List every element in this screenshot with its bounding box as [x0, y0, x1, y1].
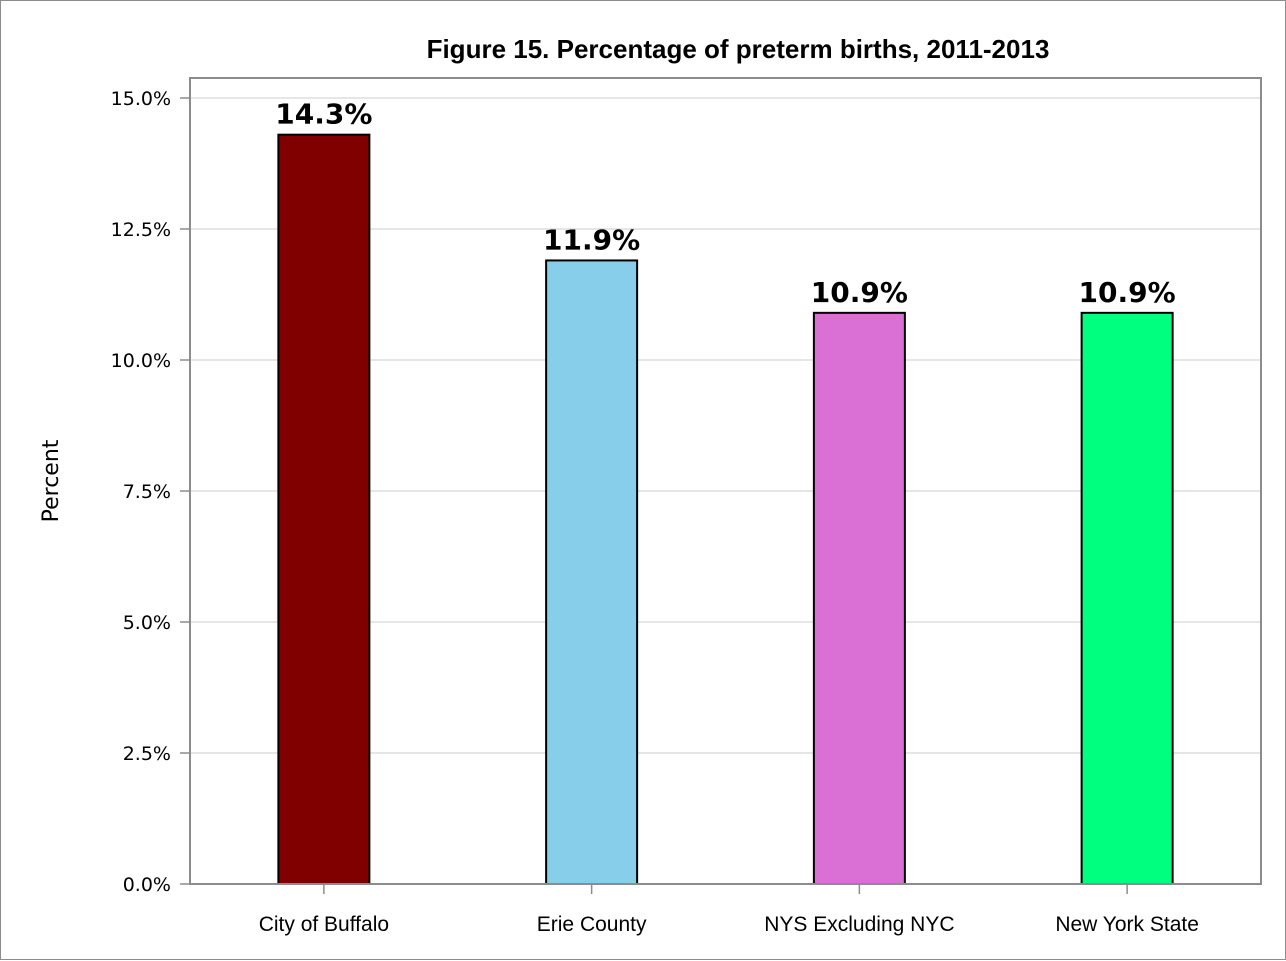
- chart-title: Figure 15. Percentage of preterm births,…: [427, 34, 1050, 64]
- bar-1: [277, 133, 371, 885]
- bar-2: [545, 259, 639, 885]
- plot-area-border: [189, 77, 1262, 885]
- data-label: 10.9%: [811, 276, 908, 309]
- y-tick-label: 10.0%: [111, 350, 171, 372]
- data-labels: 14.3% 11.9% 10.9% 10.9%: [275, 98, 1175, 309]
- y-axis-ticks: 0.0% 2.5% 5.0% 7.5% 10.0% 12.5% 15.0%: [111, 88, 190, 896]
- y-tick-label: 12.5%: [111, 219, 171, 241]
- y-tick-label: 15.0%: [111, 88, 171, 110]
- x-tick-label: Erie County: [537, 913, 647, 936]
- y-tick-label: 5.0%: [123, 612, 171, 634]
- y-axis-label: Percent: [39, 439, 64, 522]
- y-tick-label: 7.5%: [123, 481, 171, 503]
- x-axis-ticks: City of Buffalo Erie County NYS Excluding …: [259, 884, 1199, 936]
- bar-4: [1080, 311, 1174, 885]
- data-label: 10.9%: [1079, 276, 1176, 309]
- y-tick-label: 0.0%: [123, 874, 171, 896]
- x-tick-label: New York State: [1055, 913, 1199, 936]
- y-tick-label: 2.5%: [123, 743, 171, 765]
- bars: [277, 133, 1174, 885]
- data-label: 11.9%: [543, 223, 640, 256]
- x-tick-label: NYS Excluding NYC: [764, 913, 954, 936]
- data-label: 14.3%: [275, 98, 372, 131]
- bar-3: [812, 311, 906, 885]
- x-tick-label: City of Buffalo: [259, 913, 389, 936]
